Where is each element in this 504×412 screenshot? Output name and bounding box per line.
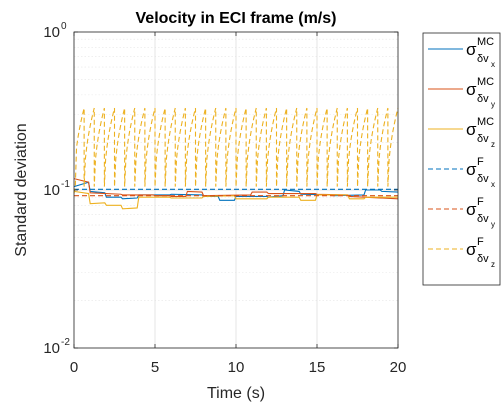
legend-symbol: σ — [466, 40, 477, 59]
y-tick-label: 10 -1 — [43, 179, 70, 199]
legend-symbol: σ — [466, 80, 477, 99]
y-tick-base: 10 — [43, 24, 60, 41]
x-tick-label: 5 — [151, 359, 159, 376]
legend-symbol: σ — [466, 160, 477, 179]
legend-subscript-axis: z — [491, 140, 495, 149]
legend-subscript-axis: y — [491, 100, 495, 109]
x-tick-label: 0 — [70, 359, 78, 376]
y-tick-base: 10 — [43, 340, 60, 357]
series-layer — [73, 107, 399, 210]
legend-entry: σ Fδv x — [428, 156, 495, 189]
y-tick-label: 10 -2 — [43, 337, 70, 357]
legend-entry: σ MC δv y — [428, 76, 495, 109]
x-tick-label: 15 — [309, 359, 326, 376]
legend-subscript: δv — [477, 93, 489, 105]
legend-superscript: F — [477, 196, 484, 208]
legend-symbol: σ — [466, 240, 477, 259]
legend-box — [422, 32, 501, 286]
x-axis-label: Time (s) — [207, 385, 265, 402]
legend-entry: σ Fδv z — [428, 236, 495, 269]
legend-subscript-axis: x — [491, 180, 495, 189]
legend-subscript: δv — [477, 53, 489, 65]
x-tick-labels: 0 5 10 15 20 — [70, 359, 407, 376]
legend-superscript: F — [477, 236, 484, 248]
y-tick-exponent: -1 — [61, 179, 70, 190]
legend-entry: σ MC δv x — [428, 36, 495, 69]
y-tick-label: 10 0 — [43, 21, 67, 41]
x-tick-label: 20 — [390, 359, 407, 376]
legend-superscript: MC — [477, 116, 494, 128]
y-axis-label: Standard deviation — [13, 123, 30, 256]
tick-marks — [73, 31, 399, 349]
y-tick-base: 10 — [43, 182, 60, 199]
legend-entry: σ Fδv y — [428, 196, 495, 229]
series-line-2 — [73, 178, 399, 200]
chart-title: Velocity in ECI frame (m/s) — [136, 10, 337, 27]
series-line-6 — [73, 107, 399, 194]
y-tick-exponent: -2 — [61, 337, 70, 348]
legend-subscript-axis: y — [491, 220, 495, 229]
y-tick-exponent: 0 — [61, 21, 67, 32]
legend-subscript: δv — [477, 133, 489, 145]
legend-symbol: σ — [466, 200, 477, 219]
legend-subscript: δv — [477, 213, 489, 225]
legend-superscript: F — [477, 156, 484, 168]
legend-entry: σ MC δv z — [428, 116, 495, 149]
legend-subscript-axis: z — [491, 260, 495, 269]
legend-subscript: δv — [477, 253, 489, 265]
legend-symbol: σ — [466, 120, 477, 139]
x-tick-label: 10 — [228, 359, 245, 376]
legend-superscript: MC — [477, 76, 494, 88]
legend-subscript-axis: x — [491, 60, 495, 69]
legend-subscript: δv — [477, 173, 489, 185]
legend-superscript: MC — [477, 36, 494, 48]
